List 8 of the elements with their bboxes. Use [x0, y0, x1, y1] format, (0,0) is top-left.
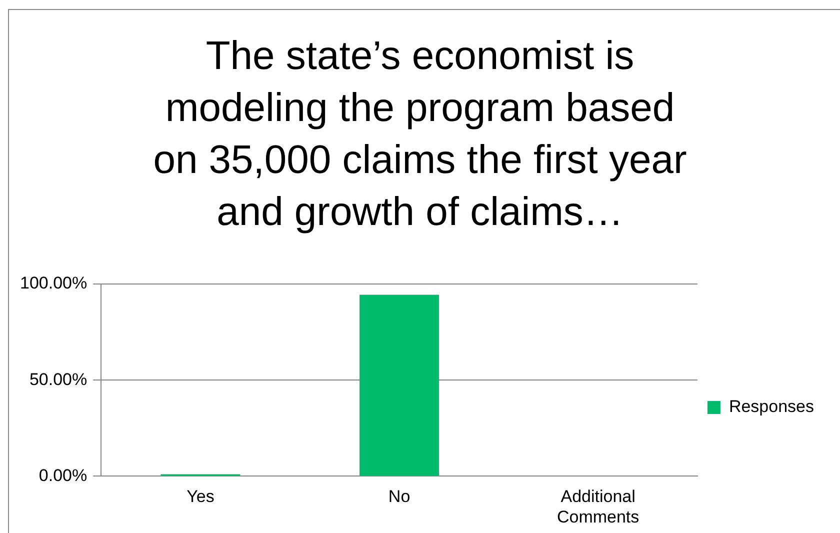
x-tick-label: Yes	[186, 487, 214, 506]
chart-title: The state’s economist is modeling the program based on 35,000 claims the first year and growth of claims…	[152, 33, 688, 236]
x-tick-label: No	[388, 487, 410, 506]
y-tick-label: 50.00%	[29, 370, 88, 389]
y-tick-label: 100.00%	[20, 274, 88, 293]
y-tick-label: 0.00%	[38, 466, 88, 485]
x-tick-label: Additional Comments	[556, 487, 640, 526]
legend-label: Responses	[728, 397, 814, 416]
